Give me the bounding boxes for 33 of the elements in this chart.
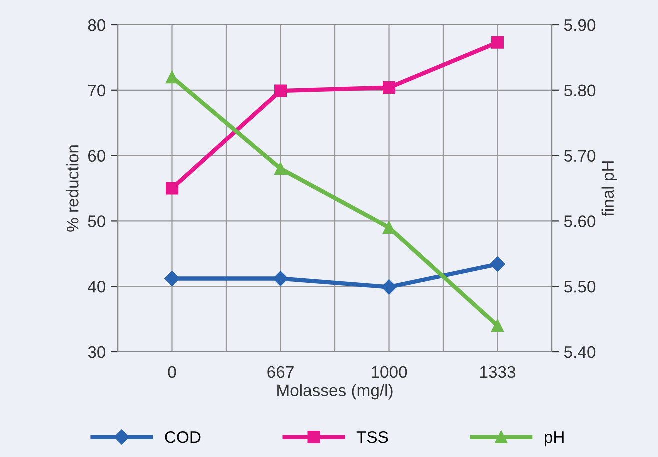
point [490, 256, 506, 272]
y-tick-label: 30 [88, 346, 106, 358]
point [274, 84, 287, 98]
point [492, 320, 504, 332]
y2-tick-label: 5.50 [564, 281, 596, 293]
point [383, 82, 396, 94]
legend-label: pH [544, 432, 564, 447]
y-tick-label: 50 [88, 216, 106, 228]
point [382, 280, 397, 295]
x-tick-label: 0 [168, 366, 176, 378]
x-tick-label: 1333 [480, 366, 516, 378]
y-tick-label: 70 [88, 84, 106, 97]
point [273, 271, 288, 286]
y2-tick-label: 5.40 [564, 346, 596, 358]
y2-tick-label: 5.70 [564, 150, 596, 162]
y2-axis-title: final pH [602, 162, 618, 217]
point [274, 162, 287, 176]
point [492, 36, 504, 49]
point [166, 71, 178, 84]
y-tick-label: 80 [88, 19, 106, 32]
legend-label: TSS [356, 431, 388, 444]
y2-tick-label: 5.80 [564, 84, 596, 97]
point [164, 271, 180, 286]
y2-tick-label: 5.90 [564, 19, 596, 32]
y-tick-label: 40 [88, 281, 106, 293]
x-axis-title: Molasses (mg/l) [278, 384, 393, 400]
x-tick-label: 1000 [372, 366, 408, 378]
point [166, 182, 178, 195]
legend-label: COD [165, 431, 201, 444]
y2-tick-label: 5.60 [564, 216, 596, 228]
y-tick-label: 60 [88, 150, 106, 162]
y-axis-title: % reduction [66, 146, 79, 232]
x-tick-label: 667 [268, 366, 294, 378]
